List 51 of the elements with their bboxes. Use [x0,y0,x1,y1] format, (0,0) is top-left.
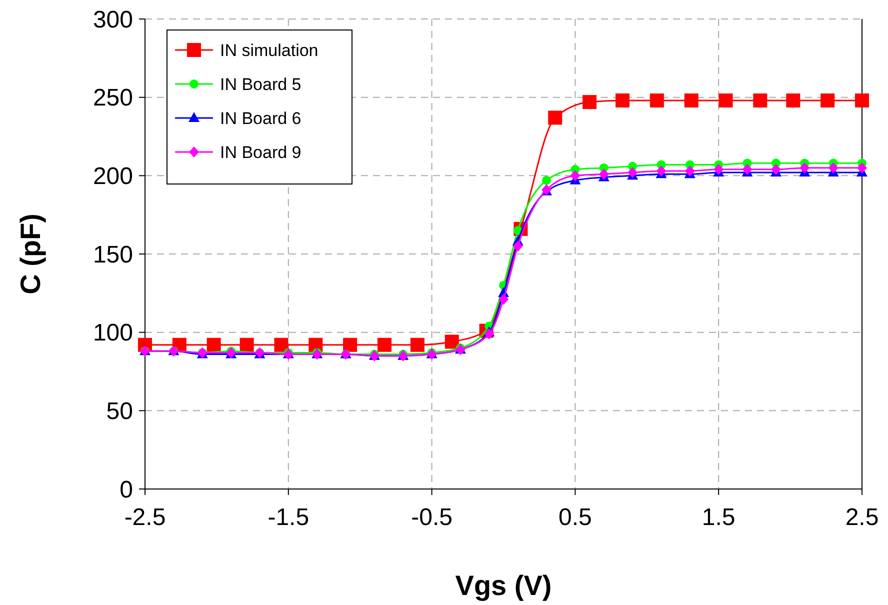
point [240,338,254,352]
point [498,294,508,305]
y-tick-label: 250 [92,84,133,112]
point [598,168,609,180]
point [548,110,562,125]
x-tick-label: -0.5 [411,504,452,531]
point [857,162,867,174]
point [828,162,838,174]
point [628,167,638,178]
point [377,338,392,352]
point [512,240,523,252]
point [542,176,552,185]
point [800,162,810,174]
legend-label: IN simulation [220,40,318,60]
legend-label: IN Board 9 [220,142,302,162]
point [718,93,733,108]
point [753,93,768,108]
y-tick-label: 0 [120,476,133,504]
point [206,338,221,352]
point [684,93,698,108]
y-tick-label: 100 [92,320,133,347]
point [444,334,459,349]
y-tick-label: 200 [92,163,133,190]
point [684,165,695,176]
point [855,93,869,108]
point [616,93,630,108]
point [570,170,580,182]
point [714,164,724,175]
x-axis-title: Vgs (V) [455,570,552,601]
x-tick-label: -1.5 [268,504,310,531]
point [410,338,424,352]
legend-label: IN Board 5 [220,74,302,94]
y-tick-label: 300 [92,6,133,34]
y-axis-title: C (pF) [15,214,46,294]
x-tick-label: -2.5 [124,504,166,531]
x-tick-label: 2.5 [845,504,879,531]
point [742,164,752,175]
point [656,165,666,176]
point [582,95,597,110]
y-tick-label: 150 [92,241,133,268]
point [484,328,494,340]
x-tick-label: 0.5 [558,504,592,531]
point [786,93,800,108]
point [343,338,358,352]
y-tick-label: 50 [106,398,133,426]
point [820,93,835,108]
legend-label: IN Board 6 [220,108,302,128]
point [650,93,664,108]
x-tick-label: 1.5 [702,504,736,531]
point [770,164,781,175]
point [274,338,288,352]
